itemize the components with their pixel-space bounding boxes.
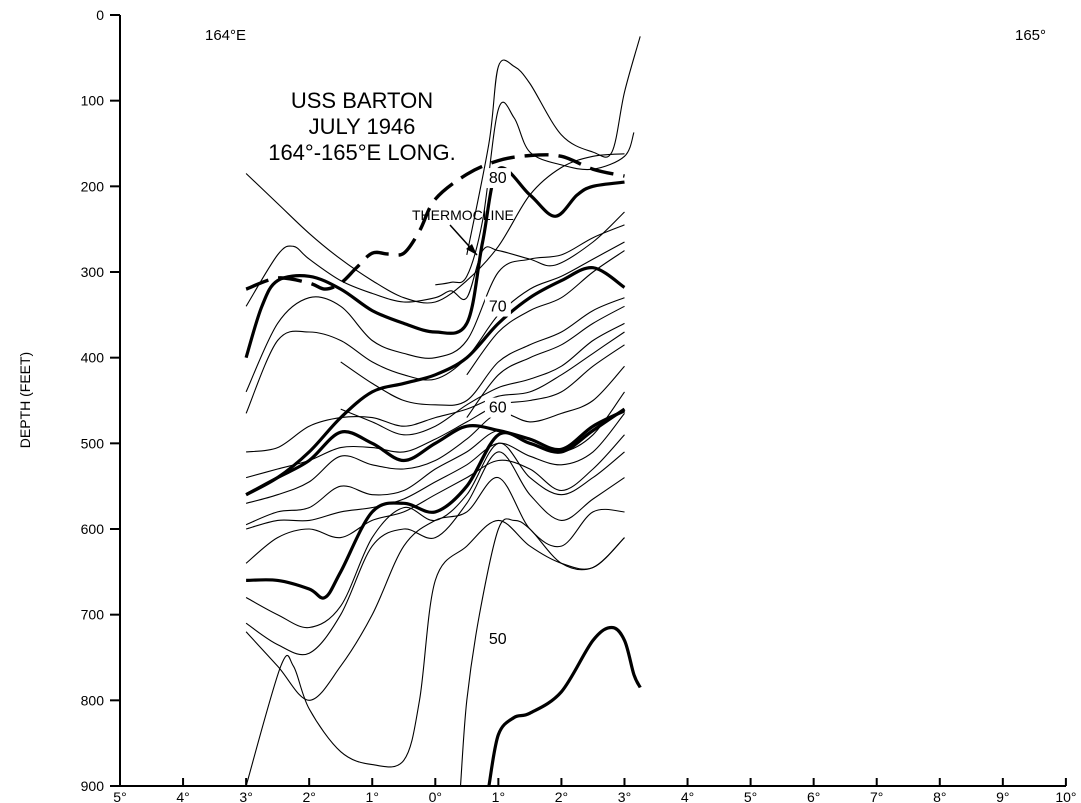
x-tick-label: 0° <box>429 789 442 803</box>
title-line-3: 164°-165°E LONG. <box>268 140 456 165</box>
y-tick-label: 400 <box>81 350 105 366</box>
x-tick-label: 3° <box>618 789 631 803</box>
contour-label-bg <box>484 397 511 418</box>
y-axis-label: DEPTH (FEET) <box>17 352 33 448</box>
x-tick-label: 6° <box>807 789 820 803</box>
contour-line-thick <box>487 625 642 787</box>
contour-label: 50 <box>489 631 507 648</box>
x-tick-label: 1° <box>492 789 505 803</box>
x-tick-label: 7° <box>870 789 883 803</box>
y-tick-label: 600 <box>81 521 105 537</box>
contour-line-thick <box>245 266 626 497</box>
contour-line-thin <box>245 241 625 414</box>
title-line-2: JULY 1946 <box>309 114 416 139</box>
y-tick-label: 0 <box>96 7 104 23</box>
contour-line-thin <box>466 36 641 256</box>
x-tick-label: 2° <box>555 789 568 803</box>
y-tick-label: 500 <box>81 435 105 451</box>
contour-line-thin <box>466 305 625 418</box>
x-tick-label: 2° <box>302 789 315 803</box>
title-line-1: USS BARTON <box>291 88 433 113</box>
contour-line-thin <box>435 101 635 286</box>
y-tick-label: 100 <box>81 93 105 109</box>
contour-label-bg <box>484 296 511 317</box>
contour-line-thin <box>245 442 625 629</box>
contour-line-thick <box>244 166 625 359</box>
contour-line-thin <box>245 434 625 564</box>
contour-line-thin <box>459 518 625 787</box>
x-tick-label: 8° <box>933 789 946 803</box>
contour-line-thin <box>245 153 625 304</box>
x-tick-label: 10° <box>1055 789 1076 803</box>
contour-label: 80 <box>489 170 507 187</box>
y-tick-label: 900 <box>81 778 105 794</box>
contour-label: 70 <box>489 299 507 316</box>
contour-line-thin <box>340 322 625 436</box>
contour-line-thick <box>245 409 626 497</box>
contour-line-thin <box>245 413 625 530</box>
y-tick-label: 300 <box>81 264 105 280</box>
x-tick-label: 5° <box>113 789 126 803</box>
longitude-label-left: 164°E <box>205 27 246 44</box>
y-tick-label: 200 <box>81 178 105 194</box>
contour-line-thin <box>245 519 625 787</box>
contour-line-thin <box>245 477 625 701</box>
contour-line-thin <box>246 331 625 453</box>
thermocline-label: THERMOCLINE <box>412 207 514 223</box>
x-tick-label: 5° <box>744 789 757 803</box>
thermocline-arrow-head <box>466 244 477 255</box>
contour-labels: 80 70 60 50 <box>484 168 511 649</box>
x-tick-label: 4° <box>176 789 189 803</box>
contour-line-thick <box>246 407 626 600</box>
contour-line-thin <box>340 297 625 406</box>
contour-label-bg <box>484 168 511 189</box>
contour-line-thin <box>245 451 625 656</box>
x-tick-label: 3° <box>239 789 252 803</box>
contour-line-dashed <box>245 153 625 291</box>
longitude-label-right: 165° <box>1015 27 1046 44</box>
contour-label: 60 <box>489 400 507 417</box>
x-tick-label: 9° <box>996 789 1009 803</box>
contour-line-thin <box>245 224 625 393</box>
contour-lines <box>244 36 642 787</box>
y-ticks: 0 100 200 300 400 500 600 700 800 900 <box>81 7 120 794</box>
contour-line-thin <box>245 211 625 307</box>
contour-label-bg <box>484 628 511 649</box>
y-tick-label: 800 <box>81 692 105 708</box>
contour-line-thin <box>245 365 625 504</box>
x-tick-label: 4° <box>681 789 694 803</box>
x-tick-label: 1° <box>366 789 379 803</box>
x-ticks: 5° 4° 3° 2° 1° 0° 1° 2° 3° 4° 5° 6° 7° 8° 9° 10° <box>113 778 1076 803</box>
y-tick-label: 700 <box>81 607 105 623</box>
